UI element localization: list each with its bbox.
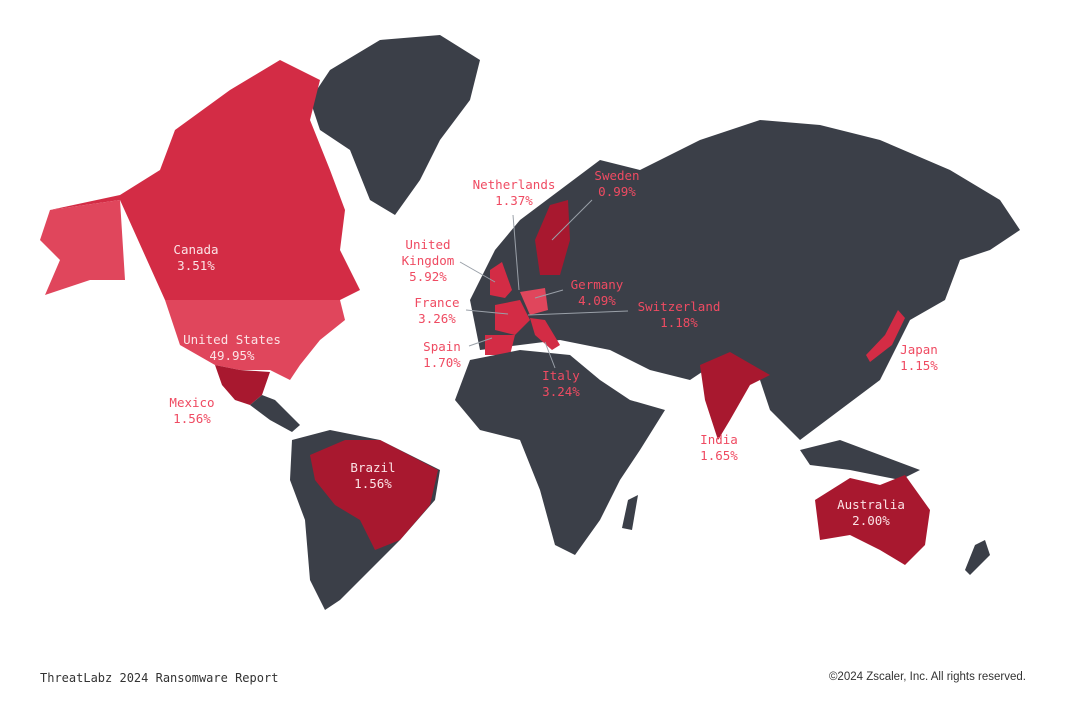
label-sweden: Sweden 0.99% — [594, 168, 639, 200]
country-name: Kingdom — [401, 253, 455, 268]
region-united-states — [165, 300, 345, 380]
country-name: Japan — [900, 342, 938, 357]
country-value: 1.37% — [495, 193, 533, 208]
region-new-zealand — [965, 540, 990, 575]
country-value: 49.95% — [209, 348, 255, 363]
region-sweden — [535, 200, 570, 275]
country-value: 3.51% — [177, 258, 215, 273]
region-madagascar — [622, 495, 638, 530]
region-canada — [50, 60, 360, 300]
country-value: 1.18% — [660, 315, 698, 330]
region-southeast-asia — [800, 440, 920, 480]
country-name: Germany — [570, 277, 624, 292]
country-name: India — [700, 432, 738, 447]
country-name: Mexico — [169, 395, 215, 410]
country-name: Australia — [837, 497, 905, 512]
label-germany: Germany 4.09% — [571, 277, 624, 309]
label-spain: Spain 1.70% — [423, 339, 461, 371]
report-title: ThreatLabz 2024 Ransomware Report — [40, 671, 279, 685]
label-mexico: Mexico 1.56% — [169, 395, 214, 427]
label-australia: Australia 2.00% — [837, 497, 905, 529]
country-value: 5.92% — [409, 269, 447, 284]
country-name: Switzerland — [637, 299, 721, 314]
label-netherlands: Netherlands 1.37% — [473, 177, 556, 209]
label-india: India 1.65% — [700, 432, 738, 464]
label-switzerland: Switzerland 1.18% — [638, 299, 721, 331]
region-greenland — [310, 35, 480, 215]
region-germany — [520, 288, 548, 315]
label-japan: Japan 1.15% — [900, 342, 938, 374]
label-italy: Italy 3.24% — [542, 368, 580, 400]
label-france: France 3.26% — [414, 295, 459, 327]
country-name: France — [414, 295, 460, 310]
country-value: 0.99% — [598, 184, 636, 199]
country-value: 1.56% — [173, 411, 211, 426]
label-canada: Canada 3.51% — [173, 242, 218, 274]
leader-line-netherlands — [512, 214, 520, 291]
label-brazil: Brazil 1.56% — [350, 460, 395, 492]
leader-line-switzerland — [527, 310, 629, 316]
region-africa — [455, 350, 665, 555]
region-mexico — [215, 365, 270, 405]
region-japan — [866, 310, 905, 362]
country-name: Brazil — [350, 460, 396, 475]
region-united-kingdom — [490, 262, 512, 298]
country-value: 1.56% — [354, 476, 392, 491]
leader-line-france — [465, 309, 509, 315]
country-value: 4.09% — [578, 293, 616, 308]
country-name: Spain — [423, 339, 461, 354]
region-india — [700, 352, 770, 440]
country-value: 1.65% — [700, 448, 738, 463]
country-name: Italy — [542, 368, 580, 383]
country-name: United States — [183, 332, 281, 347]
country-name: Sweden — [594, 168, 640, 183]
leader-line-spain — [468, 337, 493, 347]
leader-line-germany — [534, 289, 564, 299]
region-eurasia — [470, 120, 1020, 440]
country-name: Canada — [173, 242, 219, 257]
region-brazil — [310, 440, 438, 550]
country-value: 2.00% — [852, 513, 890, 528]
region-australia — [815, 475, 930, 565]
country-value: 3.24% — [542, 384, 580, 399]
label-united-kingdom: United Kingdom 5.92% — [402, 237, 455, 285]
region-france — [495, 300, 530, 335]
region-central-america — [250, 395, 300, 432]
copyright-notice: ©2024 Zscaler, Inc. All rights reserved. — [828, 671, 1026, 683]
region-spain — [485, 335, 515, 355]
country-name: Netherlands — [472, 177, 556, 192]
leader-line-uk — [459, 261, 496, 283]
label-united-states: United States 49.95% — [183, 332, 281, 364]
country-value: 3.26% — [418, 311, 456, 326]
region-alaska — [40, 200, 125, 295]
country-value: 1.15% — [900, 358, 938, 373]
leader-line-sweden — [551, 199, 593, 241]
country-value: 1.70% — [423, 355, 461, 370]
region-italy — [530, 318, 560, 350]
leader-line-italy — [544, 341, 556, 369]
country-name: United — [405, 237, 451, 252]
